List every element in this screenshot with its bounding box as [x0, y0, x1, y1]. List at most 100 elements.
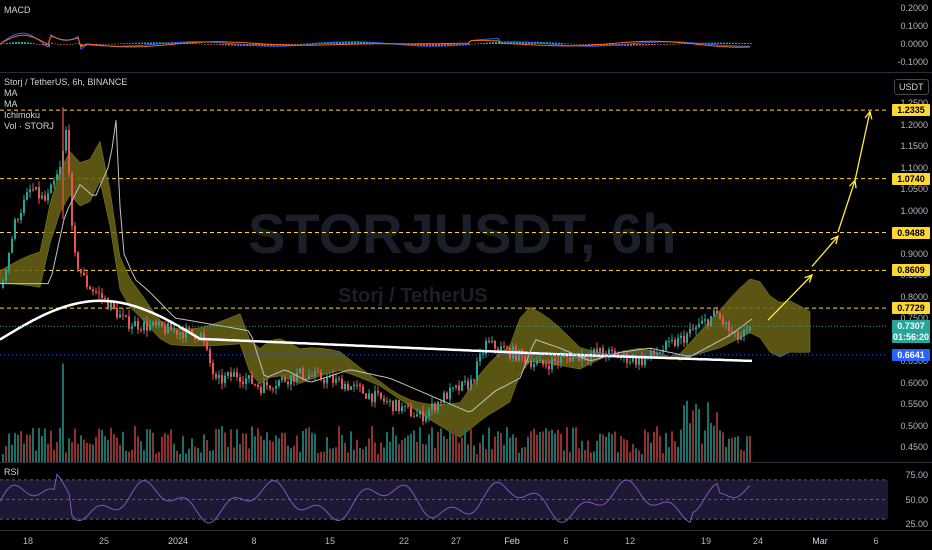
price-tick: 0.7500	[900, 313, 928, 323]
volume-bar	[491, 449, 493, 462]
pane-separator[interactable]	[0, 462, 932, 463]
volume-bar	[629, 452, 631, 462]
macd-histogram-bar	[438, 44, 440, 47]
main-legend[interactable]: Storj / TetherUS, 6h, BINANCE MA MA Ichi…	[4, 77, 127, 132]
macd-histogram-bar	[642, 44, 644, 46]
volume-bar	[485, 449, 487, 462]
candle-body	[314, 371, 316, 377]
volume-bar	[89, 443, 91, 462]
pane-separator[interactable]	[0, 72, 932, 73]
bar-countdown-label[interactable]: 01:56:20	[892, 331, 930, 344]
macd-histogram-bar	[63, 44, 65, 45]
volume-bar	[110, 427, 112, 462]
currency-badge[interactable]: USDT	[894, 79, 929, 95]
volume-bar	[575, 427, 577, 462]
volume-bar	[173, 443, 175, 462]
ma-value-label[interactable]: 0.6641	[892, 348, 930, 361]
candle-body	[26, 192, 28, 200]
volume-bar	[656, 426, 658, 462]
volume-bar	[440, 428, 442, 462]
rsi-price-scale[interactable]: 75.00 50.00 25.00	[888, 463, 932, 530]
macd-histogram-bar	[33, 43, 35, 44]
macd-price-scale[interactable]: 0.2000 0.1000 0.0000 -0.1000	[888, 0, 932, 72]
candle-body	[410, 406, 412, 417]
candle-body	[149, 324, 151, 331]
macd-histogram-bar	[270, 44, 272, 46]
last-price-label[interactable]: 0.7307	[892, 320, 930, 333]
volume-bar	[422, 443, 424, 462]
volume-bar	[128, 451, 130, 462]
candle-body	[188, 327, 190, 329]
macd-histogram-bar	[630, 44, 632, 46]
macd-histogram-bar	[312, 42, 314, 44]
macd-histogram-bar	[576, 44, 578, 45]
macd-histogram-bar	[666, 44, 668, 45]
macd-histogram-bar	[525, 41, 527, 44]
candle-body	[452, 387, 454, 389]
macd-histogram-bar	[573, 43, 575, 45]
candle-body	[716, 310, 718, 314]
price-pane[interactable]: STORJUSDT, 6h Storj / TetherUS Storj / T…	[0, 73, 888, 462]
candle-body	[629, 361, 631, 363]
candle-body	[479, 353, 481, 362]
macd-histogram-bar	[24, 42, 26, 44]
time-axis[interactable]: 18 25 2024 8 15 22 27 Feb 6 12 19 24 Mar 6	[0, 530, 888, 550]
candle-body	[530, 360, 532, 367]
volume-bar	[464, 428, 466, 462]
volume-bar	[293, 445, 295, 462]
level-price-label[interactable]: 0.8609	[892, 264, 930, 277]
candle-body	[554, 358, 556, 361]
candle-body	[560, 356, 562, 363]
level-price-label[interactable]: 0.7729	[892, 302, 930, 315]
volume-bar	[392, 427, 394, 462]
candle-body	[704, 319, 706, 321]
macd-histogram-bar	[57, 44, 59, 45]
volume-bar	[287, 445, 289, 462]
macd-histogram-bar	[723, 42, 725, 44]
volume-bar	[569, 451, 571, 462]
pane-separator[interactable]	[0, 530, 932, 531]
level-price-label[interactable]: 0.9488	[892, 226, 930, 239]
rsi-pane[interactable]: RSI	[0, 463, 888, 530]
indicator-ichimoku[interactable]: Ichimoku	[4, 110, 41, 120]
macd-pane[interactable]: MACD	[0, 0, 888, 72]
macd-chart	[0, 32, 752, 51]
macd-histogram-bar	[156, 42, 158, 44]
macd-histogram-bar	[192, 43, 194, 44]
macd-legend[interactable]: MACD	[4, 5, 31, 16]
symbol-info[interactable]: Storj / TetherUS, 6h, BINANCE	[4, 77, 128, 87]
macd-histogram-bar	[369, 42, 371, 44]
volume-bar	[332, 448, 334, 462]
rsi-title: RSI	[4, 467, 20, 477]
macd-histogram-bar	[627, 44, 629, 46]
candle-body	[209, 349, 211, 363]
level-price-label[interactable]: 1.2335	[892, 104, 930, 117]
indicator-ma-1[interactable]: MA	[4, 88, 18, 98]
macd-histogram-bar	[744, 43, 746, 44]
volume-bar	[362, 449, 364, 462]
volume-bar	[86, 442, 88, 462]
volume-bar	[341, 435, 343, 462]
volume-bar	[419, 427, 421, 462]
candle-body	[740, 336, 742, 340]
price-tick: 1.1000	[900, 162, 928, 173]
candle-body	[464, 380, 466, 382]
macd-histogram-bar	[729, 42, 731, 44]
macd-histogram-bar	[609, 44, 611, 46]
indicator-ma-2[interactable]: MA	[4, 99, 18, 109]
volume-bar	[683, 405, 685, 462]
candle-body	[548, 365, 550, 370]
volume-bar	[551, 429, 553, 462]
macd-histogram-bar	[546, 42, 548, 44]
level-price-label[interactable]: 1.0740	[892, 172, 930, 185]
candle-body	[731, 331, 733, 333]
volume-bar	[257, 428, 259, 462]
indicator-volume[interactable]: Vol · STORJ	[4, 121, 54, 131]
rsi-legend[interactable]: RSI	[4, 467, 19, 478]
volume-bar	[371, 426, 373, 462]
volume-bar	[8, 433, 10, 462]
macd-histogram-bar	[51, 43, 53, 44]
price-tick: 0.5000	[900, 420, 928, 431]
candle-body	[635, 356, 637, 365]
macd-histogram-bar	[363, 42, 365, 44]
